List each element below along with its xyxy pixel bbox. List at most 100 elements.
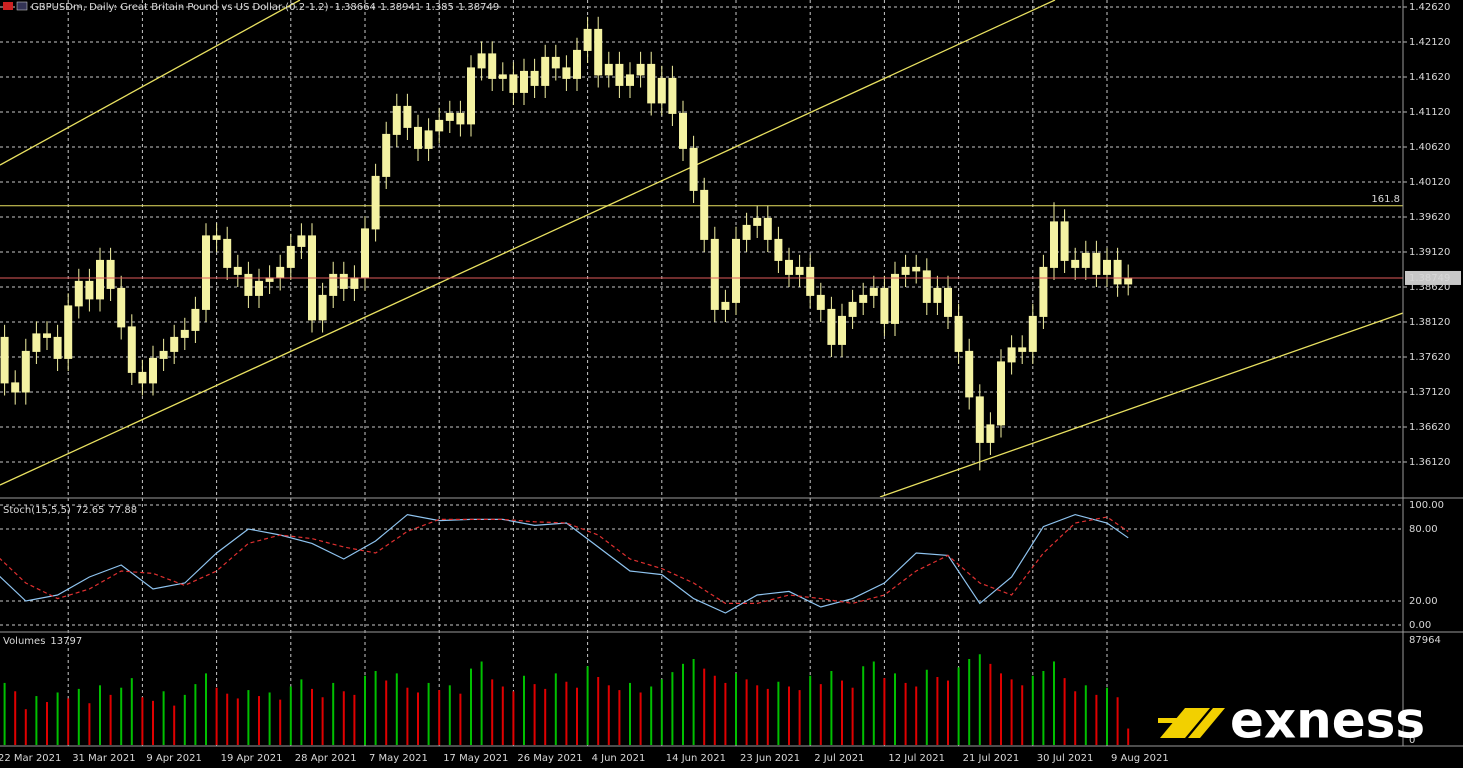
candle-body [880, 287, 889, 324]
ohlc-open: 1.38664 [335, 2, 376, 13]
trend-line [879, 312, 1403, 497]
candle-body [901, 266, 910, 275]
candle-body [43, 333, 51, 338]
y-tick-label: 1.39620 [1409, 212, 1450, 223]
stoch-label: Stoch(15,5,5) [3, 505, 71, 516]
candle-body [212, 235, 221, 240]
candle-body [159, 350, 168, 359]
y-tick-label: 1.42620 [1409, 2, 1450, 13]
y-tick-label: 1.38620 [1409, 282, 1450, 293]
candle-body [1071, 259, 1080, 268]
candle-body [53, 336, 62, 359]
y-tick-label: 1.36620 [1409, 422, 1450, 433]
candle-body [636, 63, 645, 76]
volume-header: Volumes 13797 [3, 636, 82, 647]
candle-body [21, 350, 30, 393]
candle-body [530, 70, 539, 86]
candle-body [318, 294, 327, 321]
candle-body [149, 357, 157, 384]
stoch-signal-line [0, 516, 1129, 605]
candle-body [233, 266, 242, 275]
logo-icon [1160, 708, 1225, 738]
candle-body [117, 287, 126, 328]
y-tick-label: 1.36120 [1409, 457, 1450, 468]
candle-body [657, 77, 666, 104]
candle-body [965, 350, 974, 398]
candle-body [85, 280, 94, 300]
stoch-tick-label: 20.00 [1409, 596, 1438, 607]
candle-body [1103, 259, 1111, 275]
trend-line [0, 0, 1056, 486]
x-tick-label: 9 Aug 2021 [1111, 753, 1169, 764]
x-tick-label: 14 Jun 2021 [666, 753, 726, 764]
stoch-tick-label: 80.00 [1409, 524, 1438, 535]
x-tick-label: 2 Jul 2021 [814, 753, 864, 764]
candle-body [551, 56, 560, 69]
candle-body [297, 235, 306, 247]
candle-body [127, 326, 136, 373]
candle-body [806, 266, 815, 296]
candle-body [647, 63, 656, 104]
candle-body [827, 308, 836, 345]
candle-body [477, 53, 486, 69]
x-tick-label: 22 Mar 2021 [0, 753, 61, 764]
ohlc-close: 1.38749 [458, 2, 499, 13]
last-price-label: 1.38749 [1409, 273, 1450, 284]
candle-body [64, 305, 73, 359]
candle-body [869, 287, 878, 296]
candle-body [255, 280, 263, 296]
candle-body [74, 280, 83, 307]
candle-body [1018, 347, 1027, 352]
candle-body [276, 266, 285, 279]
candle-body [997, 361, 1005, 426]
x-tick-label: 19 Apr 2021 [221, 753, 283, 764]
candle-body [456, 112, 465, 125]
stoch-signal-value: 77.88 [108, 505, 137, 516]
x-tick-label: 26 May 2021 [517, 753, 582, 764]
candle-body [816, 294, 825, 310]
x-tick-label: 28 Apr 2021 [295, 753, 357, 764]
candle-body [668, 77, 677, 114]
candle-body [954, 315, 963, 352]
candle-body [732, 238, 740, 303]
candle-body [795, 266, 804, 275]
candle-body [583, 28, 592, 51]
candle-body [1092, 252, 1101, 275]
candle-body [604, 63, 613, 76]
last-price-box [1405, 270, 1461, 285]
candle-body [541, 56, 550, 86]
candle-body [361, 228, 369, 279]
grid-layer [0, 0, 1403, 746]
candle-body [700, 189, 709, 240]
candle-body [509, 74, 518, 93]
candle-body [838, 315, 846, 345]
candle-body [286, 245, 295, 268]
candle-body [96, 259, 104, 300]
x-tick-label: 12 Jul 2021 [888, 753, 945, 764]
stoch-header: Stoch(15,5,5) 72.65 77.88 [3, 505, 137, 516]
flag-icon [16, 1, 28, 11]
candle-body [848, 301, 857, 317]
volume-tick-label: 0 [1409, 735, 1415, 746]
stoch-main-value: 72.65 [76, 505, 105, 516]
candle-body [679, 112, 687, 149]
candle-body [498, 74, 507, 79]
ohlc-low: 1.385 [425, 2, 454, 13]
candle-body [339, 273, 348, 289]
y-tick-label: 1.37120 [1409, 387, 1450, 398]
y-tick-label: 1.39120 [1409, 247, 1450, 258]
x-tick-label: 17 May 2021 [443, 753, 508, 764]
stoch-tick-label: 0.00 [1409, 620, 1431, 631]
volume-panel [3, 654, 1130, 745]
symbol-title: GBPUSDm, Daily: Great Britain Pound vs U… [31, 2, 329, 13]
candle-body [350, 277, 359, 289]
y-tick-label: 1.41620 [1409, 72, 1450, 83]
candle-body [223, 238, 232, 268]
candle-body [1039, 266, 1048, 317]
x-tick-label: 9 Apr 2021 [146, 753, 201, 764]
logo: exness [1158, 692, 1425, 750]
candle-body [626, 74, 634, 86]
candle-body [944, 287, 952, 317]
candle-body [594, 28, 603, 76]
